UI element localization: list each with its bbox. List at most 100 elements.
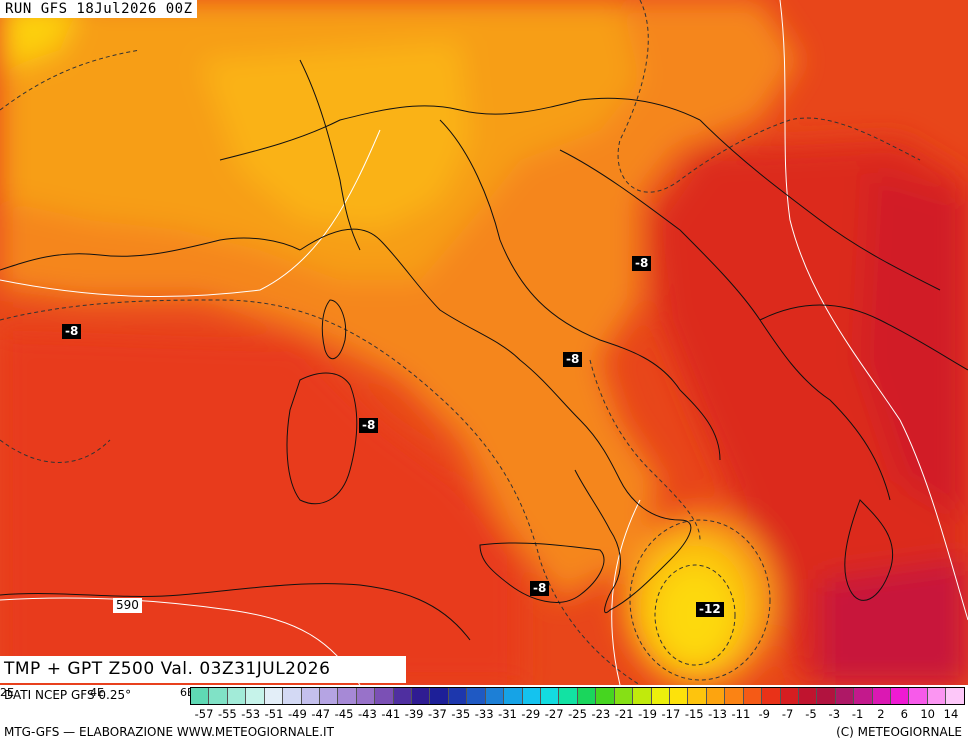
balkan-coast xyxy=(559,149,891,501)
source-label: DATI NCEP GFS 0.25° 2E 4E 6E xyxy=(0,686,194,702)
color-swatch xyxy=(780,688,799,704)
color-swatch xyxy=(209,688,228,704)
isoline-west xyxy=(0,299,641,685)
scale-tick-label: -3 xyxy=(828,707,841,721)
gpt-lines xyxy=(0,0,968,685)
scale-tick-label: -43 xyxy=(358,707,377,721)
color-swatch xyxy=(614,688,634,704)
temperature-map: RUN GFS 18Jul2026 00Z -8 -8 -8 -8 -8 -12… xyxy=(0,0,968,685)
isolines xyxy=(0,0,921,685)
far-east-hottest xyxy=(860,170,968,520)
scale-tick-label: -9 xyxy=(758,707,770,721)
color-swatch xyxy=(246,688,265,704)
scale-tick-label: -15 xyxy=(684,707,704,721)
axis-label: 2E xyxy=(0,686,14,699)
color-swatch xyxy=(283,688,302,704)
color-swatch xyxy=(743,688,763,704)
coastlines xyxy=(0,59,968,641)
gpt-line-south xyxy=(611,499,641,685)
color-scale-bar xyxy=(190,687,965,705)
source-text: DATI NCEP GFS 0.25° xyxy=(4,688,132,702)
corsica xyxy=(321,299,347,360)
isoline-label: -12 xyxy=(696,602,724,617)
color-swatch xyxy=(651,688,670,704)
color-swatch xyxy=(688,688,707,704)
scale-tick-label: -31 xyxy=(498,707,517,721)
color-swatch xyxy=(909,688,928,704)
color-swatch xyxy=(669,688,689,704)
color-swatch xyxy=(706,688,726,704)
temperature-fields xyxy=(0,0,968,685)
color-swatch xyxy=(319,688,339,704)
gpt-line-east xyxy=(779,0,968,621)
color-swatch xyxy=(946,688,964,704)
isoline-label: -8 xyxy=(359,418,379,433)
scale-tick-label: -53 xyxy=(241,707,261,721)
color-swatch xyxy=(559,688,578,704)
isoline-label: -8 xyxy=(632,256,652,271)
gpt-line-west xyxy=(0,129,381,298)
scale-tick-label: -45 xyxy=(334,707,354,721)
color-swatch xyxy=(541,688,560,704)
scale-tick-label: -37 xyxy=(428,707,447,721)
color-swatch xyxy=(375,688,394,704)
scale-tick-label: -55 xyxy=(217,707,237,721)
isoline-label: -8 xyxy=(62,324,82,339)
scale-tick-label: -39 xyxy=(404,707,424,721)
color-swatch xyxy=(798,688,818,704)
alps-region xyxy=(200,40,470,230)
scale-tick-label: 14 xyxy=(943,707,959,721)
isoline-cold-outer xyxy=(629,519,771,681)
color-swatch xyxy=(872,688,892,704)
color-swatch xyxy=(817,688,836,704)
color-scale-ticks: -57 -55 -53 -51 -49 -47 -45 -43 -41 -39 -37 -35 -33-… xyxy=(190,707,965,721)
scale-tick-label: -41 xyxy=(381,707,401,721)
color-swatch xyxy=(338,688,357,704)
alpine-border xyxy=(219,97,701,161)
credit-left: MTG-GFS — ELABORAZIONE WWW.METEOGIORNALE… xyxy=(4,725,334,739)
sardinia xyxy=(286,372,358,505)
scale-tick-label: -23 xyxy=(591,707,611,721)
scale-tick-label: 2 xyxy=(877,707,885,721)
isoline-label: -8 xyxy=(563,352,583,367)
italy-west-coast xyxy=(299,228,692,613)
color-swatch xyxy=(412,688,431,704)
gpt-label: 590 xyxy=(113,598,142,613)
isoline-south xyxy=(589,359,701,541)
scale-tick-label: -1 xyxy=(851,707,864,721)
greece xyxy=(844,499,894,601)
southeast-hottest xyxy=(820,560,968,685)
isoline-nw xyxy=(0,49,141,111)
scale-tick-label: -13 xyxy=(708,707,727,721)
scale-tick-label: 6 xyxy=(900,707,908,721)
color-swatch xyxy=(633,688,652,704)
color-swatch xyxy=(835,688,855,704)
map-svg xyxy=(0,0,968,685)
color-swatch xyxy=(264,688,284,704)
east-border xyxy=(759,304,968,371)
scale-tick-label: -19 xyxy=(638,707,657,721)
color-swatch xyxy=(596,688,615,704)
color-swatch xyxy=(891,688,910,704)
color-swatch xyxy=(485,688,505,704)
legend-panel: DATI NCEP GFS 0.25° 2E 4E 6E -57 -55 -53 -5… xyxy=(0,685,968,745)
color-swatch xyxy=(522,688,542,704)
credit-right: (C) METEOGIORNALE xyxy=(836,725,962,739)
run-label: RUN GFS 18Jul2026 00Z xyxy=(0,0,197,18)
color-swatch xyxy=(467,688,486,704)
color-swatch xyxy=(762,688,781,704)
isoline-label: -8 xyxy=(530,581,550,596)
color-swatch xyxy=(393,688,413,704)
africa-coast xyxy=(0,583,471,641)
scale-tick-label: -33 xyxy=(474,707,494,721)
color-swatch xyxy=(854,688,873,704)
scale-tick-label: 10 xyxy=(920,707,935,721)
color-swatch xyxy=(725,688,744,704)
scale-tick-label: -21 xyxy=(614,707,634,721)
validity-label: TMP + GPT Z500 Val. 03Z31JUL2026 xyxy=(0,656,406,683)
color-swatch xyxy=(301,688,320,704)
scale-tick-label: -5 xyxy=(805,707,817,721)
scale-tick-label: -35 xyxy=(451,707,471,721)
color-swatch xyxy=(227,688,247,704)
isoline-sw xyxy=(0,439,111,463)
